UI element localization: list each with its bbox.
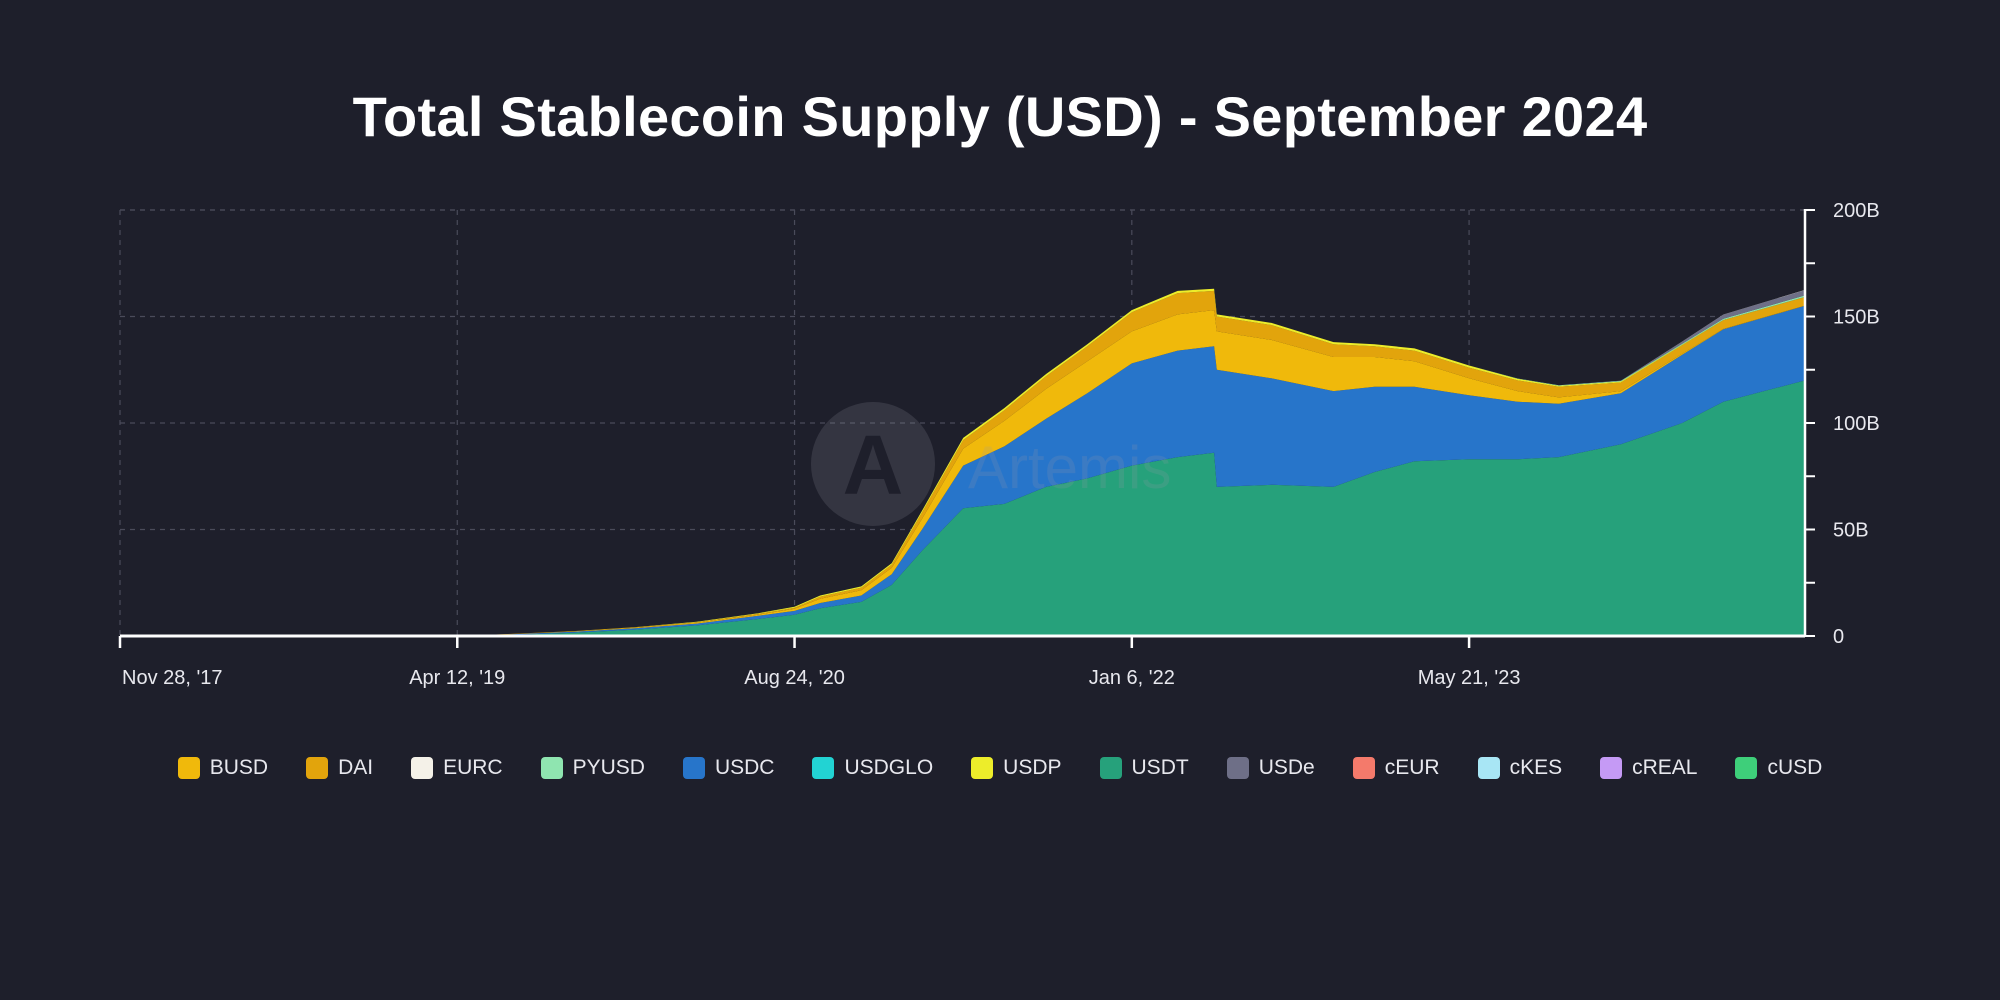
legend-label: USDC <box>714 756 775 779</box>
legend-item-usdt[interactable]: USDT <box>1099 756 1189 780</box>
legend-swatch <box>1352 757 1375 779</box>
legend-item-dai[interactable]: DAI <box>306 756 373 780</box>
legend-label: cREAL <box>1632 756 1698 779</box>
legend-item-ckes[interactable]: cKES <box>1477 756 1563 780</box>
legend-label: USDe <box>1258 756 1315 779</box>
legend-swatch <box>1099 757 1122 779</box>
area-series-usdc <box>120 305 1805 636</box>
legend-swatch <box>682 757 705 779</box>
legend-item-cusd[interactable]: cUSD <box>1735 756 1822 780</box>
y-tick-label: 100B <box>1833 413 1880 435</box>
legend-swatch <box>1600 757 1623 779</box>
x-tick-label: Aug 24, '20 <box>744 667 845 689</box>
legend-label: DAI <box>338 756 374 779</box>
artemis-watermark: A Artemis <box>811 402 1171 526</box>
legend-item-usde[interactable]: USDe <box>1226 756 1315 780</box>
legend-item-ceur[interactable]: cEUR <box>1352 756 1440 780</box>
legend-label: USDGLO <box>844 756 934 779</box>
legend-label: cEUR <box>1384 756 1440 779</box>
y-tick-label: 200B <box>1833 200 1880 222</box>
x-tick-label: Apr 12, '19 <box>409 667 505 689</box>
legend-item-busd[interactable]: BUSD <box>177 756 269 780</box>
x-tick-label: Nov 28, '17 <box>122 667 223 689</box>
legend-label: EURC <box>443 756 503 779</box>
legend-swatch <box>1735 757 1758 779</box>
legend-label: USDP <box>1003 756 1062 779</box>
y-tick-label: 0 <box>1833 626 1844 648</box>
area-series-group <box>120 288 1805 636</box>
legend-label: cUSD <box>1767 756 1823 779</box>
y-tick-label: 150B <box>1833 307 1880 329</box>
legend-swatch <box>177 757 200 779</box>
legend-item-usdc[interactable]: USDC <box>682 756 775 780</box>
legend-swatch <box>306 757 329 779</box>
legend-swatch <box>971 757 994 779</box>
legend-swatch <box>411 757 434 779</box>
area-series-usdt <box>120 380 1805 636</box>
legend-item-creal[interactable]: cREAL <box>1600 756 1697 780</box>
legend-item-usdglo[interactable]: USDGLO <box>812 756 933 780</box>
legend-swatch <box>1226 757 1249 779</box>
legend-label: BUSD <box>209 756 269 779</box>
legend-swatch <box>1477 757 1500 779</box>
legend-label: USDT <box>1131 756 1189 779</box>
grid-lines <box>119 209 1805 636</box>
axes: 0 50B 100B 150B 200B Nov 28, '17 Apr 12, '19 Au… <box>118 200 1880 689</box>
legend-label: cKES <box>1509 756 1563 779</box>
x-tick-label: May 21, '23 <box>1418 667 1521 689</box>
legend-label: PYUSD <box>572 756 645 779</box>
legend-swatch <box>540 757 563 779</box>
legend-item-usdp[interactable]: USDP <box>971 756 1062 780</box>
watermark-logo-glyph: A <box>843 418 904 512</box>
legend-swatch <box>812 757 835 779</box>
chart-title: Total Stablecoin Supply (USD) - Septembe… <box>352 85 1648 148</box>
legend-item-pyusd[interactable]: PYUSD <box>540 756 645 780</box>
x-tick-label: Jan 6, '22 <box>1089 667 1175 689</box>
chart-legend: BUSD DAI EURC PYUSD USDC USDGLO USDP USDT USDe cE… <box>0 756 2000 780</box>
y-tick-label: 50B <box>1833 520 1869 542</box>
legend-item-eurc[interactable]: EURC <box>411 756 503 780</box>
watermark-text: Artemis <box>968 434 1171 501</box>
watermark-logo-icon <box>811 402 935 526</box>
